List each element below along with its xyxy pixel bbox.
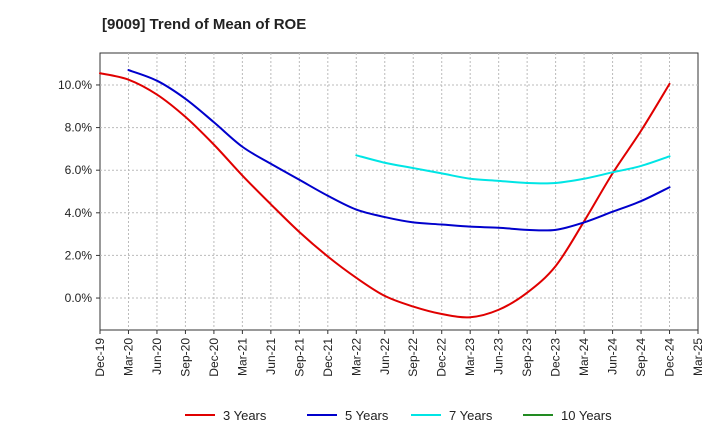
x-tick-label: Sep-21 (292, 338, 306, 377)
x-tick-label: Mar-23 (463, 338, 477, 376)
legend-label-7-years: 7 Years (449, 408, 493, 423)
legend-label-3-years: 3 Years (223, 408, 267, 423)
x-tick-label: Mar-25 (691, 338, 705, 376)
x-tick-label: Sep-24 (634, 338, 648, 377)
y-tick-label: 4.0% (65, 206, 93, 220)
x-tick-label: Mar-24 (577, 338, 591, 376)
series-line-5-years (127, 69, 671, 232)
horizontal-gridlines (96, 84, 698, 299)
x-tick-label: Mar-21 (235, 338, 249, 376)
x-tick-label: Dec-24 (663, 338, 677, 377)
x-tick-label: Mar-22 (349, 338, 363, 376)
x-tick-label: Mar-20 (121, 338, 135, 376)
y-tick-label: 10.0% (58, 78, 92, 92)
x-tick-label: Dec-20 (207, 338, 221, 377)
series-line-7-years (355, 154, 671, 185)
legend: 3 Years 5 Years 7 Years 10 Years (185, 408, 612, 423)
x-tick-label: Sep-20 (178, 338, 192, 377)
y-tick-label: 6.0% (65, 163, 93, 177)
x-tick-label: Dec-22 (435, 338, 449, 377)
x-tick-label: Jun-20 (150, 338, 164, 375)
y-tick-label: 2.0% (65, 248, 93, 262)
chart-title: [9009] Trend of Mean of ROE (102, 16, 306, 33)
series-line-3-years (99, 72, 671, 319)
x-tick-label: Jun-22 (378, 338, 392, 375)
x-axis-tick-labels: Dec-19 Mar-20 Jun-20 Sep-20 Dec-20 Mar-21 Jun-… (93, 338, 705, 377)
y-tick-label: 8.0% (65, 121, 93, 135)
legend-label-5-years: 5 Years (345, 408, 389, 423)
vertical-gridlines (99, 53, 699, 334)
x-tick-label: Dec-21 (321, 338, 335, 377)
x-tick-label: Dec-23 (549, 338, 563, 377)
y-tick-label: 0.0% (65, 291, 93, 305)
x-tick-label: Jun-23 (492, 338, 506, 375)
y-axis-tick-labels: 0.0% 2.0% 4.0% 6.0% 8.0% 10.0% (58, 78, 92, 305)
x-tick-label: Dec-19 (93, 338, 107, 377)
plot-area (99, 52, 699, 331)
x-tick-label: Sep-23 (520, 338, 534, 377)
x-tick-label: Sep-22 (406, 338, 420, 377)
x-tick-label: Jun-21 (264, 338, 278, 375)
legend-label-10-years: 10 Years (561, 408, 612, 423)
x-tick-label: Jun-24 (606, 338, 620, 375)
series-lines (99, 69, 671, 319)
